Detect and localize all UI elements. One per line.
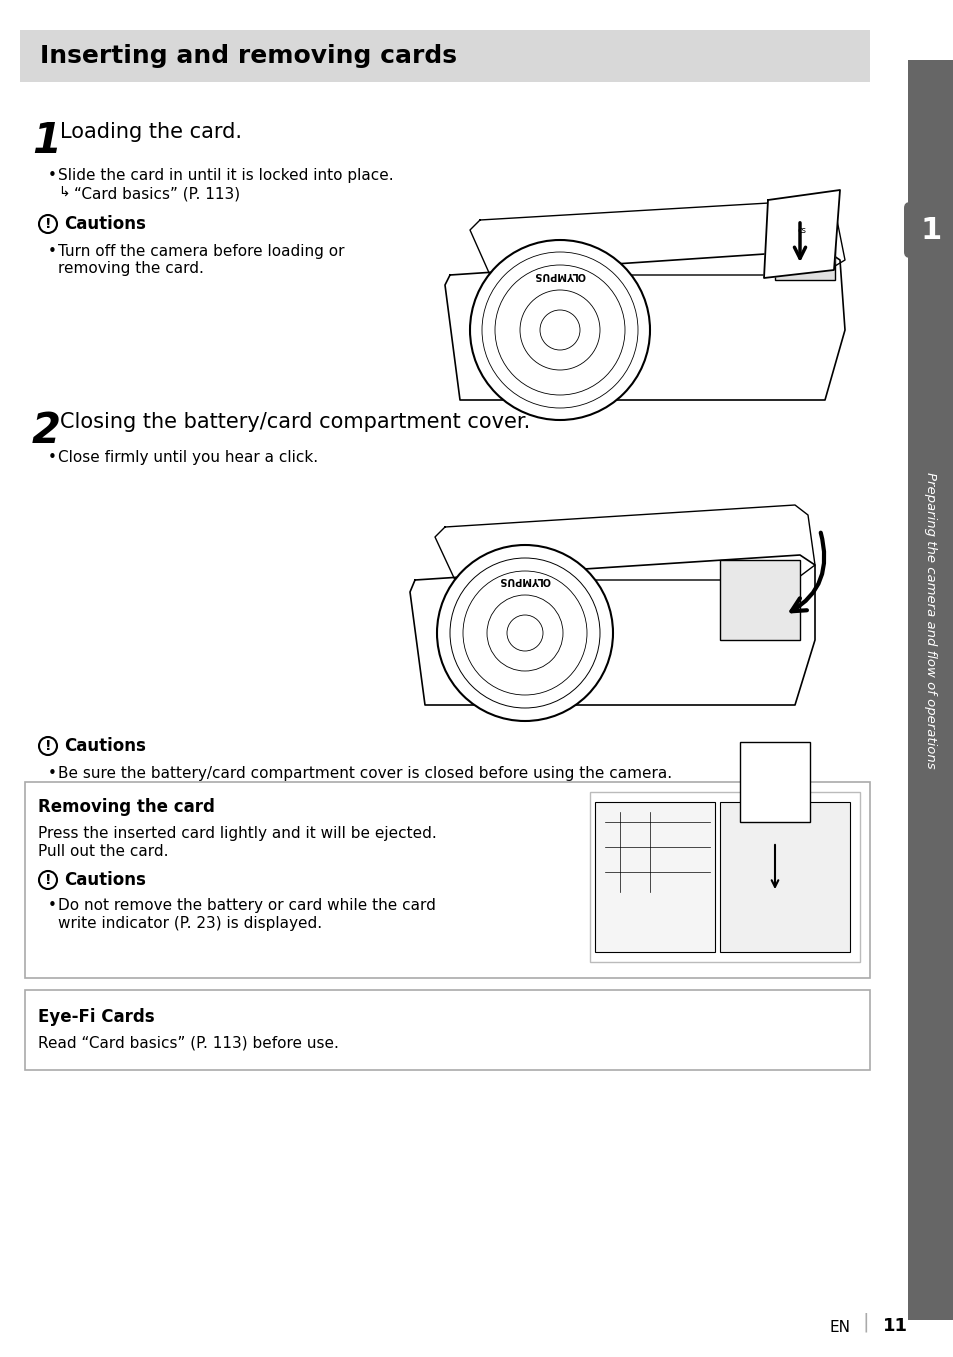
FancyBboxPatch shape <box>589 792 859 962</box>
Text: Closing the battery/card compartment cover.: Closing the battery/card compartment cov… <box>60 413 530 432</box>
FancyBboxPatch shape <box>25 991 869 1071</box>
Circle shape <box>436 546 613 721</box>
Text: 1: 1 <box>32 119 61 161</box>
Text: •: • <box>48 765 57 782</box>
Polygon shape <box>410 555 814 706</box>
Text: Cautions: Cautions <box>64 871 146 889</box>
Text: •: • <box>48 244 57 259</box>
Text: •: • <box>48 168 57 183</box>
FancyBboxPatch shape <box>20 30 869 81</box>
Text: 1: 1 <box>920 216 941 244</box>
FancyBboxPatch shape <box>720 802 849 953</box>
Circle shape <box>519 290 599 370</box>
Text: •: • <box>48 451 57 465</box>
Text: removing the card.: removing the card. <box>58 261 204 275</box>
Text: Preparing the camera and flow of operations: Preparing the camera and flow of operati… <box>923 472 937 768</box>
Text: Loading the card.: Loading the card. <box>60 122 242 142</box>
Polygon shape <box>435 505 814 579</box>
FancyBboxPatch shape <box>740 742 809 822</box>
FancyBboxPatch shape <box>903 202 953 258</box>
Text: Pull out the card.: Pull out the card. <box>38 844 169 859</box>
FancyBboxPatch shape <box>595 802 714 953</box>
FancyBboxPatch shape <box>25 782 869 978</box>
Text: 11: 11 <box>882 1318 906 1335</box>
Text: !: ! <box>45 740 51 753</box>
Text: 2: 2 <box>32 410 61 452</box>
Circle shape <box>450 558 599 708</box>
Text: Press the inserted card lightly and it will be ejected.: Press the inserted card lightly and it w… <box>38 826 436 841</box>
Polygon shape <box>444 250 844 400</box>
FancyBboxPatch shape <box>720 560 800 641</box>
FancyArrowPatch shape <box>791 533 823 611</box>
FancyBboxPatch shape <box>774 210 834 280</box>
Text: “Card basics” (P. 113): “Card basics” (P. 113) <box>74 186 240 201</box>
Circle shape <box>506 615 542 651</box>
Text: Slide the card in until it is locked into place.: Slide the card in until it is locked int… <box>58 168 394 183</box>
Circle shape <box>539 309 579 350</box>
Text: ↳: ↳ <box>58 186 70 199</box>
Text: OLYMPUS: OLYMPUS <box>534 270 585 280</box>
Polygon shape <box>470 199 844 275</box>
Circle shape <box>908 208 952 252</box>
Circle shape <box>470 240 649 421</box>
Text: •: • <box>48 898 57 913</box>
Circle shape <box>39 871 57 889</box>
Text: Read “Card basics” (P. 113) before use.: Read “Card basics” (P. 113) before use. <box>38 1035 338 1052</box>
Circle shape <box>486 594 562 670</box>
FancyBboxPatch shape <box>399 430 879 721</box>
Text: Cautions: Cautions <box>64 737 146 754</box>
Circle shape <box>39 214 57 233</box>
Text: Turn off the camera before loading or: Turn off the camera before loading or <box>58 244 344 259</box>
Text: write indicator (P. 23) is displayed.: write indicator (P. 23) is displayed. <box>58 916 322 931</box>
Text: cs: cs <box>797 225 805 235</box>
FancyBboxPatch shape <box>907 60 953 1320</box>
Text: Cautions: Cautions <box>64 214 146 233</box>
Text: !: ! <box>45 217 51 231</box>
FancyBboxPatch shape <box>430 119 879 410</box>
Text: Eye-Fi Cards: Eye-Fi Cards <box>38 1008 154 1026</box>
Text: |: | <box>862 1312 868 1333</box>
Text: Be sure the battery/card compartment cover is closed before using the camera.: Be sure the battery/card compartment cov… <box>58 765 672 782</box>
Circle shape <box>39 737 57 754</box>
Circle shape <box>495 265 624 395</box>
Text: EN: EN <box>829 1320 850 1335</box>
Text: Inserting and removing cards: Inserting and removing cards <box>40 43 456 68</box>
Text: OLYMPUS: OLYMPUS <box>498 575 550 585</box>
Text: Removing the card: Removing the card <box>38 798 214 816</box>
Circle shape <box>462 571 586 695</box>
Text: Do not remove the battery or card while the card: Do not remove the battery or card while … <box>58 898 436 913</box>
Text: Close firmly until you hear a click.: Close firmly until you hear a click. <box>58 451 317 465</box>
Polygon shape <box>763 190 840 278</box>
Circle shape <box>481 252 638 408</box>
Text: !: ! <box>45 873 51 887</box>
